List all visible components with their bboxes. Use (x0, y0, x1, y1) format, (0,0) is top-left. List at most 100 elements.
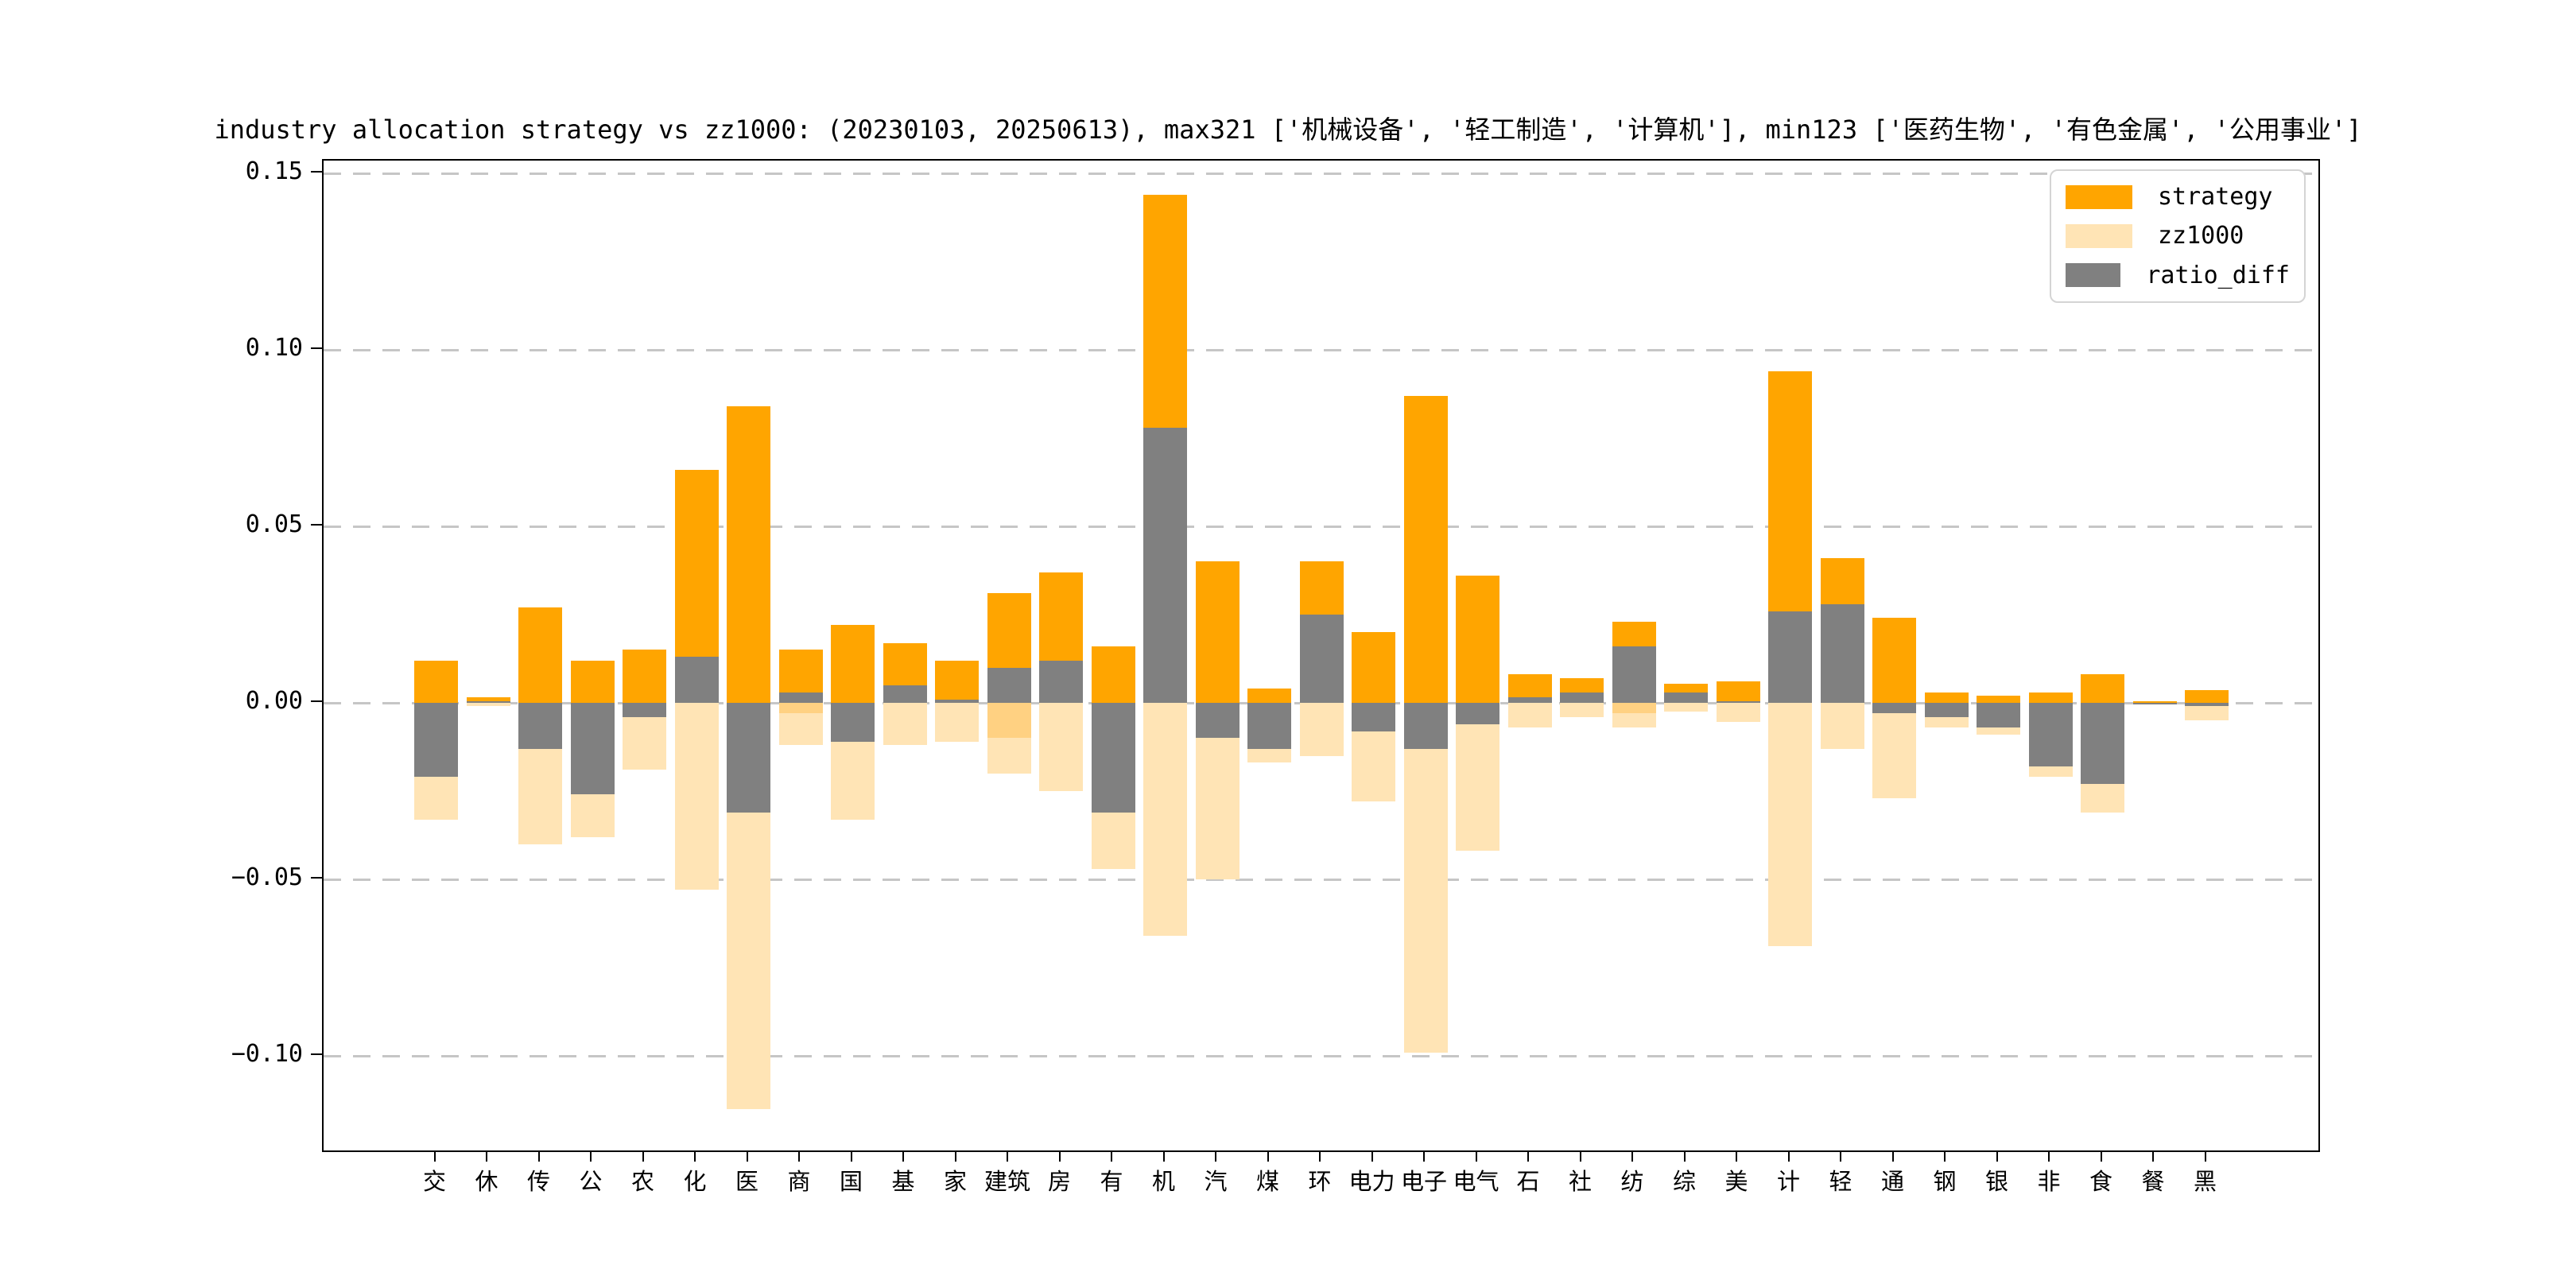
bar-ratio-diff-综 (1664, 692, 1708, 703)
x-tick-mark (1162, 1150, 1165, 1162)
x-tick-mark (1007, 1150, 1008, 1162)
x-tick-label-机: 机 (1151, 1168, 1175, 1195)
gridline-−0.05 (324, 878, 2318, 881)
x-tick-mark (1996, 1150, 1998, 1162)
bar-ratio-diff-轻 (1820, 603, 1864, 703)
bar-zz1000-overlap-商 (778, 703, 823, 714)
bar-ratio-diff-电气 (1456, 703, 1499, 724)
y-tick-mark (311, 171, 322, 173)
x-tick-label-基: 基 (891, 1168, 915, 1195)
bar-strategy-煤 (1247, 689, 1291, 703)
bar-strategy-餐 (2132, 700, 2177, 703)
y-tick-mark (311, 1053, 322, 1055)
x-tick-label-农: 农 (630, 1168, 654, 1195)
gridline-−0.10 (324, 1054, 2318, 1057)
y-tick-mark (311, 700, 322, 702)
plot-area (322, 159, 2320, 1152)
y-tick-mark (311, 524, 322, 526)
bar-zz1000-电气 (1456, 703, 1499, 852)
x-tick-label-黑: 黑 (2193, 1168, 2217, 1195)
bar-strategy-休 (466, 697, 510, 703)
bar-ratio-diff-农 (623, 703, 666, 717)
legend-label-strategy: strategy (2158, 183, 2273, 211)
x-tick-mark (1579, 1150, 1581, 1162)
bar-zz1000-机 (1143, 703, 1187, 937)
bar-ratio-diff-建筑 (987, 667, 1031, 703)
bar-strategy-黑 (2185, 690, 2229, 703)
bar-strategy-汽 (1195, 561, 1240, 703)
y-tick-mark (311, 877, 322, 879)
x-tick-label-非: 非 (2037, 1168, 2061, 1195)
x-tick-label-传: 传 (526, 1168, 550, 1195)
bar-ratio-diff-银 (1977, 703, 2020, 728)
bar-ratio-diff-非 (2028, 703, 2073, 766)
bar-zz1000-计 (1768, 703, 1812, 947)
x-tick-label-家: 家 (943, 1168, 967, 1195)
bar-strategy-食 (2081, 674, 2124, 703)
x-tick-mark (1631, 1150, 1633, 1162)
x-tick-label-国: 国 (839, 1168, 863, 1195)
x-tick-mark (902, 1150, 904, 1162)
x-tick-label-电气: 电气 (1453, 1168, 1499, 1195)
x-tick-label-医: 医 (735, 1168, 758, 1195)
bar-ratio-diff-家 (935, 699, 979, 703)
x-tick-label-银: 银 (1984, 1168, 2008, 1195)
gridline-0.15 (324, 172, 2318, 175)
x-tick-mark (1944, 1150, 1946, 1162)
x-tick-label-建筑: 建筑 (983, 1168, 1030, 1195)
x-tick-label-计: 计 (1776, 1168, 1800, 1195)
x-tick-mark (590, 1150, 592, 1162)
bar-ratio-diff-通 (1872, 703, 1916, 714)
y-tick-label: 0.00 (245, 687, 303, 715)
bar-ratio-diff-房 (1039, 660, 1083, 703)
bar-ratio-diff-机 (1143, 427, 1187, 703)
bar-strategy-银 (1977, 696, 2020, 703)
legend-swatch-ratio-diff (2066, 263, 2121, 288)
x-tick-mark (1423, 1150, 1425, 1162)
x-tick-mark (850, 1150, 852, 1162)
x-tick-mark (1267, 1150, 1269, 1162)
x-tick-mark (954, 1150, 956, 1162)
x-tick-label-交: 交 (422, 1168, 446, 1195)
x-tick-label-通: 通 (1880, 1168, 1904, 1195)
bar-ratio-diff-化 (674, 657, 719, 703)
x-tick-mark (1215, 1150, 1216, 1162)
x-tick-label-汽: 汽 (1204, 1168, 1228, 1195)
y-tick-mark (311, 347, 322, 349)
bar-strategy-有 (1091, 646, 1135, 703)
bar-ratio-diff-有 (1091, 703, 1135, 813)
y-tick-label: −0.05 (231, 863, 303, 891)
x-tick-mark (537, 1150, 540, 1162)
legend: strategy zz1000 ratio_diff (2050, 169, 2306, 303)
bar-ratio-diff-钢 (1924, 703, 1969, 717)
legend-item-zz1000: zz1000 (2066, 222, 2290, 250)
legend-item-strategy: strategy (2066, 183, 2290, 211)
x-tick-label-餐: 餐 (2141, 1168, 2165, 1195)
bar-strategy-家 (935, 660, 979, 703)
x-tick-mark (1787, 1150, 1790, 1162)
legend-swatch-strategy (2066, 184, 2132, 209)
x-tick-mark (1058, 1150, 1061, 1162)
x-tick-mark (2048, 1150, 2050, 1162)
y-tick-label: 0.05 (245, 510, 303, 538)
legend-label-ratio-diff: ratio_diff (2146, 261, 2290, 289)
bar-strategy-农 (623, 650, 666, 703)
bar-strategy-公 (570, 660, 615, 703)
bar-ratio-diff-纺 (1612, 646, 1656, 703)
bar-ratio-diff-黑 (2185, 703, 2229, 707)
x-tick-label-电子: 电子 (1400, 1168, 1447, 1195)
x-tick-mark (1527, 1150, 1529, 1162)
x-tick-mark (1475, 1150, 1477, 1162)
bar-zz1000-房 (1039, 703, 1083, 791)
bar-ratio-diff-食 (2081, 703, 2124, 785)
y-tick-label: 0.10 (245, 334, 303, 362)
bar-zz1000-通 (1872, 703, 1916, 798)
x-tick-label-美: 美 (1724, 1168, 1748, 1195)
bar-ratio-diff-汽 (1195, 703, 1240, 739)
x-tick-label-煤: 煤 (1255, 1168, 1279, 1195)
bar-strategy-美 (1716, 681, 1760, 703)
bar-zz1000-overlap-建筑 (987, 703, 1031, 739)
bar-ratio-diff-休 (466, 700, 510, 703)
bar-strategy-钢 (1924, 692, 1969, 703)
